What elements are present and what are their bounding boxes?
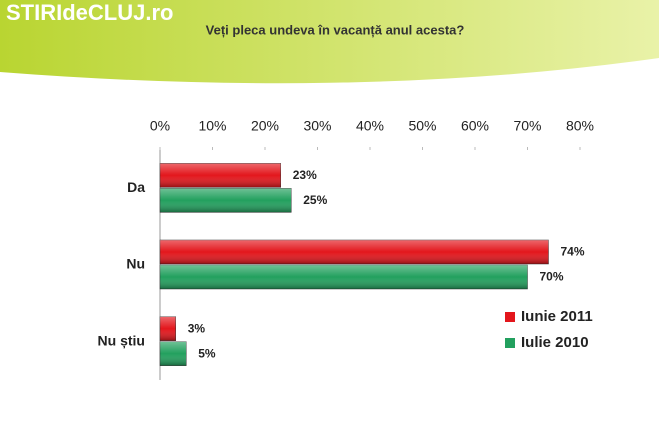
watermark: STIRIdeCLUJ.ro	[6, 0, 173, 25]
value-label: 3%	[188, 321, 206, 335]
legend-swatch	[505, 338, 515, 348]
header-band	[0, 0, 659, 84]
x-tick-label: 10%	[198, 118, 226, 134]
bar-shade	[160, 265, 528, 289]
bar-shade	[160, 316, 176, 341]
chart-title: Veți pleca undeva în vacanță anul acesta…	[206, 22, 465, 37]
y-tick-label: Nu știu	[98, 332, 145, 348]
x-tick-label: 20%	[251, 118, 279, 134]
x-tick-label: 0%	[150, 118, 170, 134]
bar-shade	[160, 163, 281, 188]
x-tick-label: 50%	[408, 118, 436, 134]
bar-shade	[160, 188, 292, 213]
value-label: 25%	[303, 193, 327, 207]
y-tick-label: Da	[127, 179, 145, 195]
legend-swatch	[505, 312, 515, 322]
value-label: 5%	[198, 346, 216, 360]
legend-label: Iunie 2011	[521, 308, 593, 325]
value-label: 23%	[293, 168, 317, 182]
legend-label: Iulie 2010	[521, 334, 589, 351]
bar-shade	[160, 341, 187, 366]
y-tick-label: Nu	[126, 256, 145, 272]
x-tick-label: 80%	[566, 118, 594, 134]
x-tick-label: 60%	[461, 118, 489, 134]
value-label: 70%	[540, 270, 564, 284]
x-tick-label: 70%	[513, 118, 541, 134]
x-tick-label: 40%	[356, 118, 384, 134]
bar-shade	[160, 240, 549, 264]
x-tick-label: 30%	[303, 118, 331, 134]
value-label: 74%	[561, 245, 585, 259]
